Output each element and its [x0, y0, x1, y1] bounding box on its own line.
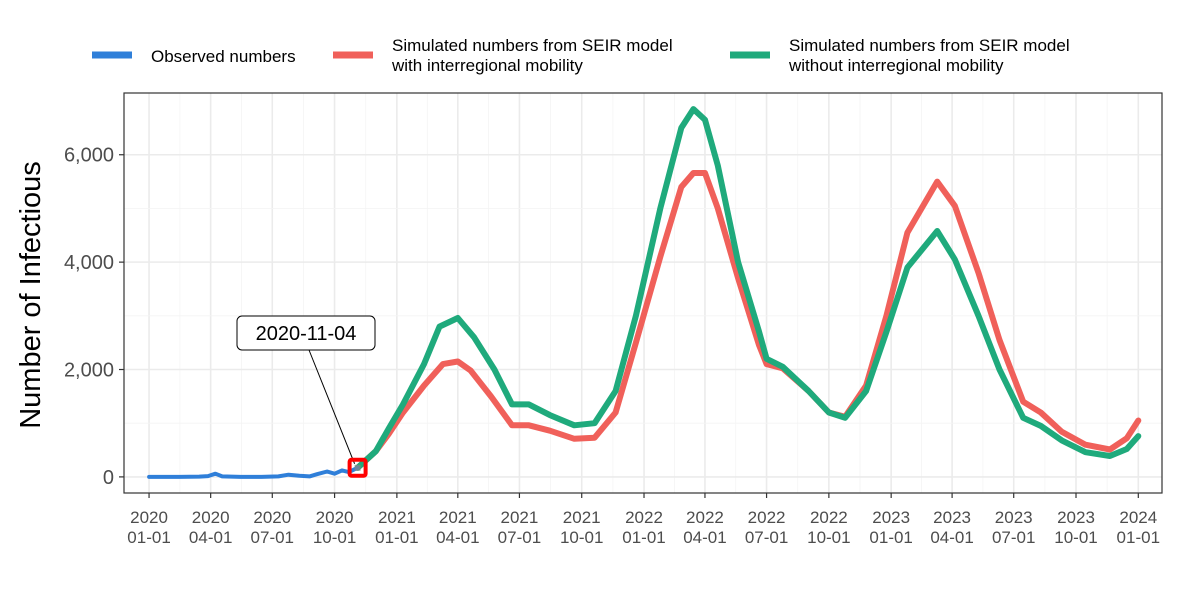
annotation-label-box: [236, 315, 376, 351]
x-axis: 2020 01-01 2020 04-01 2020 07-01 2020 10-01 2021…: [127, 493, 1160, 547]
x-tick-label: 2022 10-01: [807, 508, 850, 547]
y-tick-label: 2,000: [64, 360, 114, 382]
y-axis: 0 2,000 4,000 6,000: [64, 145, 124, 489]
x-tick-label: 2022 07-01: [745, 508, 788, 547]
x-tick-label: 2021 04-01: [436, 508, 479, 547]
grid-lines: [124, 93, 1162, 493]
x-tick-label: 2021 01-01: [375, 508, 418, 547]
annotation-label: 2020-11-04: [256, 323, 357, 345]
date-annotation: 2020-11-04: [236, 315, 376, 478]
y-tick-label: 6,000: [64, 145, 114, 167]
legend-label-0: Observed numbers: [151, 47, 296, 66]
legend: Observed numbers Simulated numbers from S…: [92, 36, 1070, 75]
legend-label-2: Simulated numbers from SEIR model without…: [788, 36, 1070, 75]
panel-border: [123, 92, 1163, 494]
y-tick-label: 0: [103, 467, 114, 489]
legend-label-1: Simulated numbers from SEIR model with in…: [391, 36, 673, 75]
plot-panel: 2020-11-04: [123, 92, 1163, 494]
series-lines: [147, 106, 1142, 479]
x-tick-label: 2024 01-01: [1117, 508, 1160, 547]
annotation-leader-line: [308, 349, 356, 464]
series-line-2: [354, 106, 1142, 471]
x-tick-label: 2022 01-01: [622, 508, 665, 547]
x-tick-label: 2023 07-01: [992, 508, 1035, 547]
series-line-0: [147, 465, 360, 479]
series-line-1: [354, 170, 1142, 471]
x-tick-label: 2022 04-01: [683, 508, 726, 547]
x-tick-label: 2020 01-01: [127, 508, 170, 547]
annotation-marker-point: [354, 464, 361, 471]
y-tick-label: 4,000: [64, 252, 114, 274]
x-tick-label: 2020 04-01: [189, 508, 232, 547]
x-tick-label: 2023 01-01: [869, 508, 912, 547]
y-axis-title: Number of Infectious: [15, 161, 47, 429]
x-tick-label: 2021 07-01: [498, 508, 541, 547]
x-tick-label: 2020 10-01: [313, 508, 356, 547]
x-tick-label: 2020 07-01: [251, 508, 294, 547]
annotation-marker: [347, 457, 368, 478]
x-tick-label: 2021 10-01: [560, 508, 603, 547]
x-tick-label: 2023 04-01: [930, 508, 973, 547]
x-tick-label: 2023 10-01: [1054, 508, 1097, 547]
